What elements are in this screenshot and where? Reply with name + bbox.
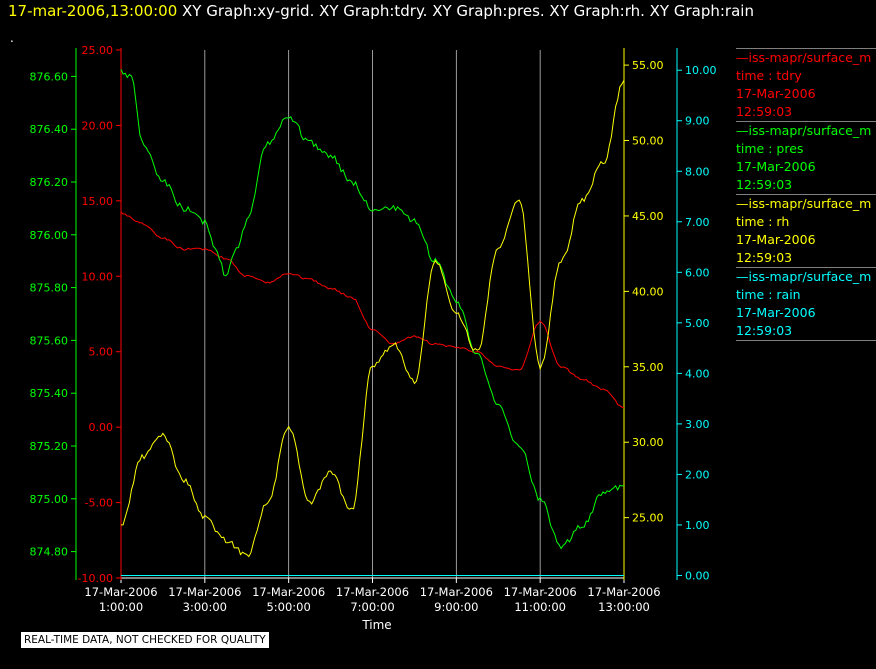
legend-line3: 17-Mar-2006 bbox=[736, 305, 816, 320]
x-tick-date: 17-Mar-2006 bbox=[168, 585, 241, 599]
tdry-tick-label: 5.00 bbox=[89, 346, 114, 359]
rain-tick-label: 3.00 bbox=[685, 418, 710, 431]
legend-line4: 12:59:03 bbox=[736, 177, 793, 192]
legend-line2: time : tdry bbox=[736, 68, 802, 83]
pres-tick-label: 876.60 bbox=[30, 70, 69, 83]
rain-tick-label: 1.00 bbox=[685, 519, 710, 532]
x-tick-date: 17-Mar-2006 bbox=[336, 585, 409, 599]
dot-marker: . bbox=[10, 31, 14, 45]
x-tick-time: 1:00:00 bbox=[99, 600, 143, 614]
legend-line1: —iss-mapr/surface_m bbox=[736, 123, 872, 138]
rh-tick-label: 30.00 bbox=[632, 436, 664, 449]
rain-tick-label: 7.00 bbox=[685, 216, 710, 229]
x-tick-time: 7:00:00 bbox=[350, 600, 394, 614]
legend-line3: 17-Mar-2006 bbox=[736, 232, 816, 247]
series-layer bbox=[120, 69, 625, 576]
rain-tick-label: 10.00 bbox=[685, 64, 717, 77]
pres-tick-label: 874.80 bbox=[30, 546, 69, 559]
pres-tick-label: 876.20 bbox=[30, 176, 69, 189]
legend-line4: 12:59:03 bbox=[736, 250, 793, 265]
pres-tick-label: 875.40 bbox=[30, 387, 69, 400]
x-tick-time: 5:00:00 bbox=[266, 600, 310, 614]
legend: —iss-mapr/surface_m time : tdry 17-Mar-200… bbox=[736, 48, 876, 341]
x-axis-label: Time bbox=[361, 618, 391, 632]
x-tick-date: 17-Mar-2006 bbox=[420, 585, 493, 599]
rh-tick-label: 35.00 bbox=[632, 361, 664, 374]
legend-line1: —iss-mapr/surface_m bbox=[736, 269, 872, 284]
x-tick-time: 9:00:00 bbox=[434, 600, 478, 614]
plot-timestamp: 17-mar-2006,13:00:00 bbox=[8, 2, 178, 20]
x-tick-date: 17-Mar-2006 bbox=[587, 585, 660, 599]
tdry-tick-label: 25.00 bbox=[82, 44, 114, 57]
pres-tick-label: 875.00 bbox=[30, 493, 69, 506]
pres-tick-label: 875.60 bbox=[30, 334, 69, 347]
x-tick-labels: 17-Mar-20061:00:0017-Mar-20063:00:0017-M… bbox=[84, 585, 660, 614]
quality-note: REAL-TIME DATA, NOT CHECKED FOR QUALITY bbox=[20, 631, 270, 649]
tdry-tick-label: 20.00 bbox=[82, 119, 114, 132]
legend-line4: 12:59:03 bbox=[736, 323, 793, 338]
legend-line2: time : pres bbox=[736, 141, 804, 156]
series-tdry-line bbox=[120, 211, 625, 408]
tdry-tick-label: 15.00 bbox=[82, 195, 114, 208]
rh-tick-label: 50.00 bbox=[632, 135, 664, 148]
pres-tick-label: 876.00 bbox=[30, 229, 69, 242]
legend-line2: time : rh bbox=[736, 214, 790, 229]
pres-tick-label: 875.20 bbox=[30, 440, 69, 453]
rain-tick-label: 8.00 bbox=[685, 165, 710, 178]
rh-tick-label: 40.00 bbox=[632, 285, 664, 298]
legend-divider bbox=[736, 340, 876, 341]
grid-layer bbox=[204, 50, 541, 578]
x-tick-date: 17-Mar-2006 bbox=[504, 585, 577, 599]
rain-tick-label: 4.00 bbox=[685, 367, 710, 380]
legend-line1: —iss-mapr/surface_m bbox=[736, 50, 872, 65]
axes-layer: 874.80 875.00 875.20 875.40 875.60 875.80 876.… bbox=[30, 44, 717, 585]
pres-tick-label: 876.40 bbox=[30, 123, 69, 136]
x-tick-time: 3:00:00 bbox=[183, 600, 227, 614]
legend-line4: 12:59:03 bbox=[736, 104, 793, 119]
graph-list: XY Graph:xy-grid. XY Graph:tdry. XY Grap… bbox=[182, 2, 754, 20]
pres-tick-label: 875.80 bbox=[30, 282, 69, 295]
legend-line3: 17-Mar-2006 bbox=[736, 86, 816, 101]
rain-tick-label: 5.00 bbox=[685, 317, 710, 330]
rain-tick-label: 0.00 bbox=[685, 569, 710, 582]
legend-line3: 17-Mar-2006 bbox=[736, 159, 816, 174]
rh-tick-label: 55.00 bbox=[632, 59, 664, 72]
rh-tick-label: 25.00 bbox=[632, 512, 664, 525]
tdry-tick-label: 0.00 bbox=[89, 421, 114, 434]
rh-tick-label: 45.00 bbox=[632, 210, 664, 223]
tdry-tick-label: -10.00 bbox=[78, 572, 113, 585]
series-rh-line bbox=[120, 79, 625, 558]
x-tick-date: 17-Mar-2006 bbox=[252, 585, 325, 599]
rain-tick-label: 9.00 bbox=[685, 115, 710, 128]
legend-line2: time : rain bbox=[736, 287, 801, 302]
legend-line1: —iss-mapr/surface_m bbox=[736, 196, 872, 211]
series-pres-line bbox=[120, 69, 625, 550]
x-tick-time: 13:00:00 bbox=[598, 600, 650, 614]
tdry-tick-label: -5.00 bbox=[85, 497, 113, 510]
x-tick-date: 17-Mar-2006 bbox=[84, 585, 157, 599]
rain-tick-label: 6.00 bbox=[685, 266, 710, 279]
tdry-tick-label: 10.00 bbox=[82, 270, 114, 283]
rain-tick-label: 2.00 bbox=[685, 468, 710, 481]
x-tick-time: 11:00:00 bbox=[514, 600, 566, 614]
title-bar: 17-mar-2006,13:00:00 XY Graph:xy-grid. X… bbox=[8, 2, 754, 20]
